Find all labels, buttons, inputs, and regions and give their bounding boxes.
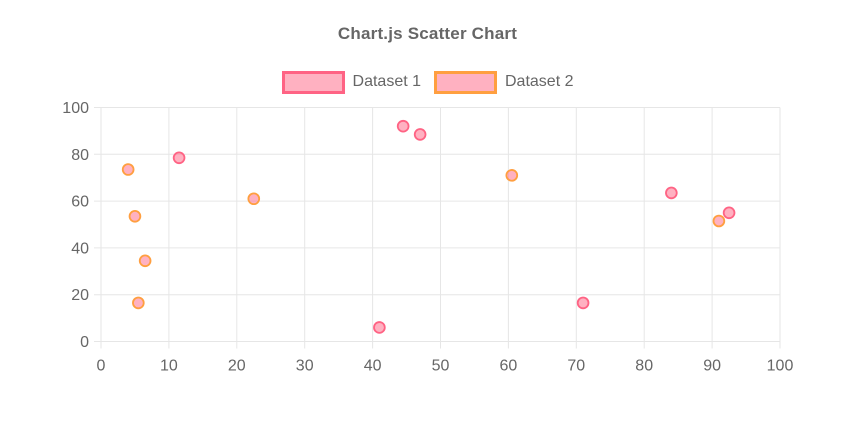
x-tick-label: 60 <box>500 358 518 375</box>
legend-label-dataset-2: Dataset 2 <box>505 73 574 90</box>
legend-swatch-dataset-2-icon <box>434 70 497 94</box>
legend-label-dataset-1: Dataset 1 <box>352 73 421 90</box>
x-tick-label: 10 <box>160 358 178 375</box>
y-tick-label: 40 <box>71 240 89 257</box>
legend-item-dataset-2[interactable]: Dataset 2 <box>434 70 573 94</box>
x-tick-label: 70 <box>567 358 585 375</box>
y-tick-label: 20 <box>71 287 89 304</box>
data-point-dataset-2[interactable] <box>138 254 152 268</box>
x-tick-label: 40 <box>364 358 382 375</box>
data-point-dataset-2[interactable] <box>247 192 261 206</box>
chart-title: Chart.js Scatter Chart <box>337 24 518 43</box>
data-point-dataset-1[interactable] <box>665 186 678 200</box>
x-tick-label: 20 <box>228 358 246 375</box>
legend-swatch-dataset-1-icon <box>281 70 345 94</box>
chart-legend: Dataset 1 Dataset 2 <box>0 70 855 94</box>
legend-item-dataset-1[interactable]: Dataset 1 <box>281 70 421 94</box>
data-point-dataset-2[interactable] <box>121 163 135 176</box>
data-point-dataset-2[interactable] <box>712 214 726 228</box>
data-point-dataset-1[interactable] <box>722 206 736 220</box>
data-point-dataset-2[interactable] <box>128 210 142 223</box>
y-tick-label: 60 <box>71 194 89 211</box>
x-tick-label: 0 <box>97 358 106 375</box>
y-tick-label: 80 <box>71 147 89 164</box>
data-point-dataset-2[interactable] <box>505 169 519 182</box>
x-tick-label: 100 <box>767 358 794 375</box>
data-point-dataset-2[interactable] <box>132 296 145 310</box>
x-tick-label: 90 <box>703 358 721 375</box>
y-tick-label: 100 <box>62 100 89 117</box>
data-point-dataset-1[interactable] <box>576 296 590 310</box>
data-point-dataset-1[interactable] <box>396 119 410 133</box>
x-tick-label: 50 <box>432 358 450 375</box>
data-point-dataset-1[interactable] <box>172 151 186 165</box>
data-point-dataset-1[interactable] <box>373 321 386 334</box>
data-point-dataset-1[interactable] <box>413 128 427 141</box>
x-tick-label: 30 <box>296 358 314 375</box>
x-tick-label: 80 <box>635 358 653 375</box>
y-tick-label: 0 <box>80 334 89 351</box>
